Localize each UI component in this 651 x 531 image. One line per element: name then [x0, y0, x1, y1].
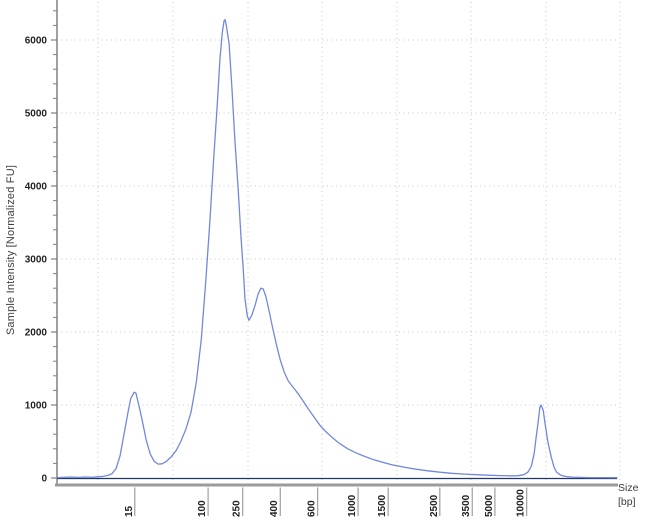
x-tick-label: 10000: [516, 489, 527, 517]
x-tick-label: 600: [307, 500, 318, 517]
x-axis-title-line2: [bp]: [618, 496, 636, 508]
x-tick-label: 5000: [484, 494, 495, 517]
y-axis-title: Sample Intensity [Normalized FU]: [5, 164, 17, 336]
x-tick-label: 2500: [429, 494, 440, 517]
x-tick-label: 3500: [461, 494, 472, 517]
x-tick-label: 400: [269, 500, 280, 517]
x-axis-title-line1: Size: [618, 482, 639, 494]
y-tick-label: 4000: [25, 182, 48, 193]
x-tick-label: 15: [124, 505, 135, 517]
x-axis-title: Size [bp]: [618, 481, 651, 509]
x-tick-label: 1500: [377, 494, 388, 517]
y-tick-label: 1000: [25, 401, 48, 412]
x-tick-label: 250: [232, 500, 243, 517]
y-tick-label: 0: [41, 474, 47, 485]
x-tick-label: 1000: [347, 494, 358, 517]
sample-trace: [56, 18, 618, 479]
y-tick-label: 5000: [25, 109, 48, 120]
x-tick-label: 100: [197, 500, 208, 517]
y-tick-label: 2000: [25, 328, 48, 339]
y-tick-label: 3000: [25, 255, 48, 266]
y-tick-label: 6000: [25, 36, 48, 47]
